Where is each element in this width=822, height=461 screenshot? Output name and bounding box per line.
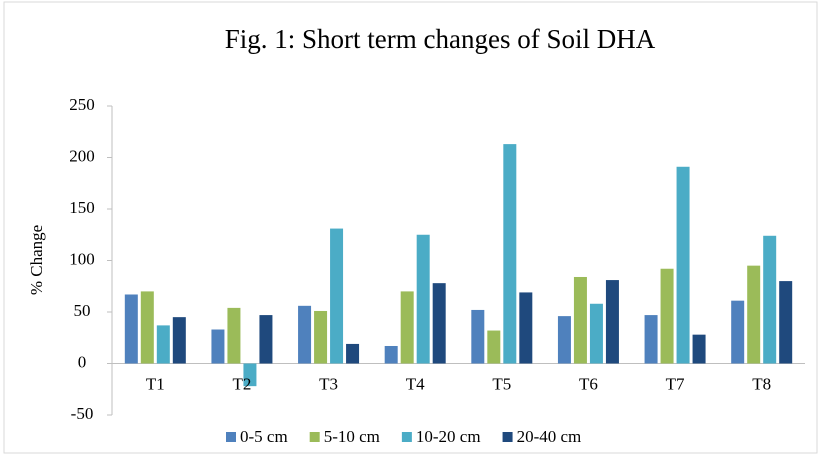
bar	[763, 235, 777, 364]
x-tick-label: T4	[406, 374, 425, 393]
x-tick-label: T2	[232, 374, 251, 393]
bar	[400, 291, 414, 364]
x-tick-label: T6	[579, 374, 598, 393]
bar	[747, 265, 761, 364]
bar	[416, 234, 430, 364]
legend-swatch	[502, 432, 513, 442]
bar	[432, 283, 446, 364]
y-tick-label: 250	[69, 95, 95, 114]
bar	[605, 280, 619, 364]
chart-title: Fig. 1: Short term changes of Soil DHA	[225, 24, 656, 54]
y-tick-label: 0	[78, 352, 87, 371]
x-tick-label: T7	[666, 374, 685, 393]
bar	[644, 315, 658, 364]
legend-label: 20-40 cm	[517, 427, 582, 446]
bar	[692, 334, 706, 364]
bar	[298, 305, 312, 364]
bar	[676, 166, 690, 364]
y-tick-label: 150	[69, 198, 95, 217]
bar	[330, 228, 344, 364]
bar	[660, 268, 674, 364]
bar	[259, 315, 273, 364]
bar	[211, 329, 225, 364]
bar	[557, 316, 571, 364]
bar	[156, 325, 170, 364]
y-tick-label: 50	[74, 301, 91, 320]
bar	[519, 292, 533, 364]
bar	[346, 343, 360, 364]
x-tick-label: T3	[319, 374, 338, 393]
bar	[503, 144, 517, 364]
bar	[779, 281, 793, 364]
legend-swatch	[226, 432, 236, 442]
y-tick-label: 200	[69, 146, 95, 165]
x-tick-label: T5	[492, 374, 511, 393]
bar	[124, 294, 138, 364]
bar	[731, 300, 745, 364]
bar	[243, 363, 257, 387]
bar	[487, 330, 501, 364]
legend-label: 0-5 cm	[240, 427, 288, 446]
bar	[384, 345, 398, 364]
bar	[314, 310, 328, 364]
legend-swatch	[309, 432, 320, 442]
bar	[573, 276, 587, 364]
bar	[140, 291, 154, 364]
bar	[227, 307, 241, 364]
bar	[471, 309, 485, 364]
x-tick-label: T1	[146, 374, 165, 393]
legend-swatch	[401, 432, 412, 442]
y-axis-label: % Change	[27, 225, 46, 295]
bar	[172, 317, 186, 364]
y-tick-label: -50	[71, 404, 94, 423]
legend-label: 5-10 cm	[324, 427, 380, 446]
y-tick-label: 100	[69, 249, 95, 268]
x-tick-label: T8	[752, 374, 771, 393]
legend-label: 10-20 cm	[416, 427, 481, 446]
bar	[589, 303, 603, 364]
